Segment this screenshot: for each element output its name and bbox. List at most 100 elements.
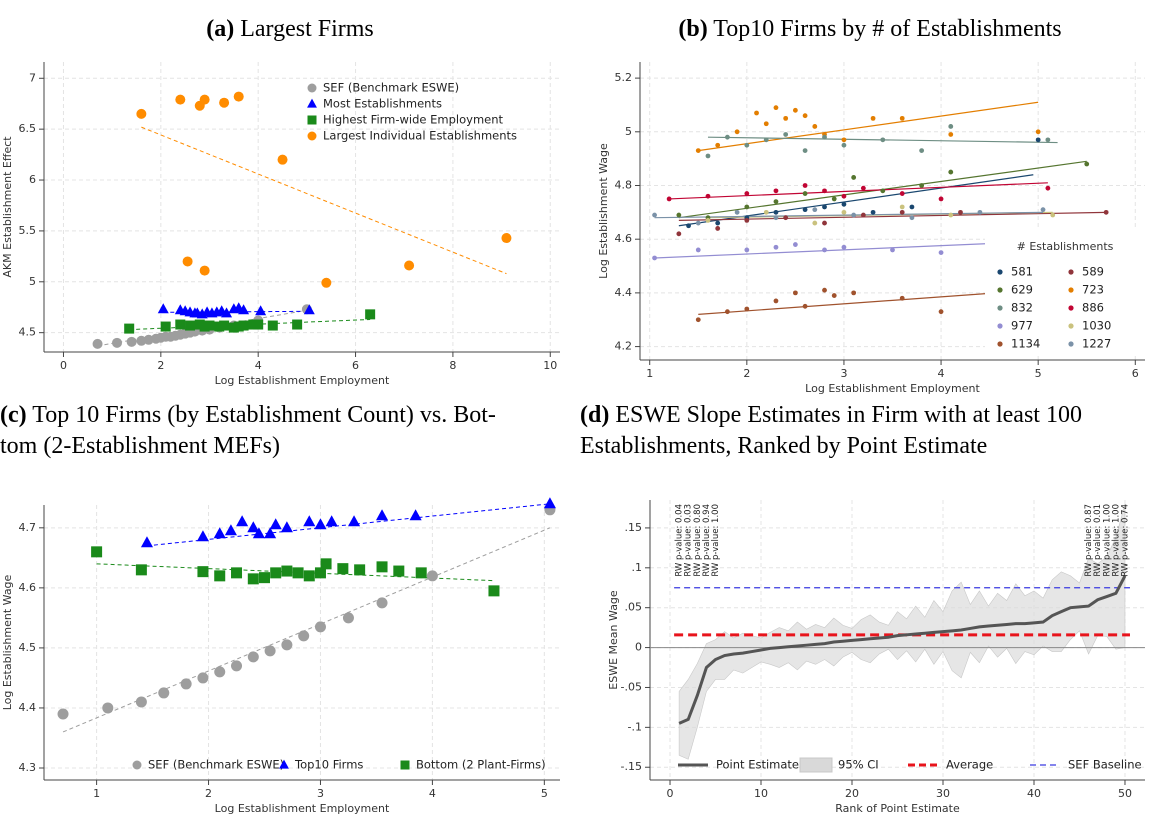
marker (841, 201, 847, 207)
marker (124, 323, 135, 334)
marker (841, 137, 847, 143)
marker (1050, 212, 1056, 218)
panel-label: (c) (0, 402, 27, 428)
marker (899, 191, 905, 196)
marker (180, 678, 192, 690)
marker (938, 309, 944, 315)
panel-label: (a) (206, 16, 234, 42)
marker (890, 247, 895, 253)
marker (948, 124, 954, 129)
marker (488, 585, 500, 597)
marker (802, 191, 808, 196)
y-axis-label: AKM Establishment Effect (1, 136, 14, 278)
marker (802, 113, 808, 119)
marker (841, 142, 847, 148)
legend-marker (1068, 287, 1074, 293)
fit-line (678, 211, 1107, 221)
marker (342, 612, 354, 624)
marker (822, 134, 827, 140)
marker (705, 217, 711, 223)
legend-label: 886 (1082, 301, 1104, 315)
legend-label: Most Establishments (323, 97, 442, 111)
marker (197, 672, 209, 684)
marker (812, 124, 818, 129)
marker (1084, 161, 1090, 167)
marker (298, 630, 310, 642)
x-tick-label: 8 (449, 359, 456, 372)
marker (802, 148, 808, 153)
x-tick-label: 30 (936, 787, 950, 800)
marker (773, 209, 779, 215)
marker (182, 256, 193, 267)
marker (247, 573, 259, 585)
panel-title-text: tom (2-Establishment MEFs) (0, 433, 280, 459)
panel-title: tom (2-Establishment MEFs) (0, 433, 280, 459)
marker (880, 137, 886, 143)
marker (754, 110, 759, 116)
x-tick-label: 6 (352, 359, 359, 372)
y-tick-label: .1 (632, 561, 643, 574)
x-tick-label: 2 (205, 787, 212, 800)
y-axis-label: ESWE Mean Wage (607, 590, 620, 690)
marker (57, 708, 69, 720)
marker (259, 572, 271, 584)
marker (860, 212, 866, 218)
legend-label: Point Estimates (716, 758, 805, 772)
marker (236, 515, 249, 527)
marker (822, 188, 827, 194)
y-tick-label: 4.8 (615, 178, 633, 191)
legend-label: 589 (1082, 265, 1104, 279)
marker (409, 509, 422, 521)
annotation: RW p-value: 0.04 (675, 504, 685, 577)
x-tick-label: 1 (93, 787, 100, 800)
marker (919, 183, 925, 188)
annotation: RW p-value: 1.00 (711, 504, 721, 577)
annotation: RW p-value: 0.87 (1084, 504, 1094, 577)
marker (822, 220, 827, 226)
marker (224, 524, 237, 536)
marker (415, 567, 427, 579)
marker (831, 293, 837, 298)
legend-marker (307, 131, 317, 141)
fit-line (698, 289, 1034, 315)
marker (1045, 137, 1051, 143)
marker (303, 515, 316, 527)
marker (831, 196, 837, 202)
marker (426, 570, 438, 582)
y-tick-label: 4.4 (19, 701, 37, 714)
marker (204, 320, 215, 331)
y-tick-label: 4.3 (19, 761, 37, 774)
marker (135, 564, 147, 576)
marker (277, 154, 288, 165)
x-tick-label: 20 (845, 787, 859, 800)
marker (734, 209, 740, 215)
fit-line (669, 182, 1048, 200)
annotation: RW p-value: 1.00 (1102, 504, 1112, 577)
marker (320, 558, 332, 570)
y-tick-label: 4.5 (19, 326, 37, 339)
marker (321, 277, 332, 288)
marker (695, 317, 701, 323)
marker (938, 250, 944, 256)
marker (773, 244, 779, 250)
annotation: RW p-value: 0.74 (1120, 504, 1130, 577)
marker (792, 242, 798, 247)
marker (264, 645, 276, 657)
legend-label: 1030 (1082, 319, 1111, 333)
marker (238, 304, 250, 315)
y-tick-label: 4.2 (615, 340, 633, 353)
legend-label: 95% CI (838, 758, 879, 772)
marker (744, 204, 750, 210)
x-tick-label: 3 (840, 367, 847, 380)
marker (899, 295, 905, 301)
marker (792, 107, 798, 113)
x-axis-label: Log Establishment Employment (215, 802, 390, 815)
y-tick-label: -.1 (628, 720, 642, 733)
legend-label: SEF (Benchmark ESWE) (148, 758, 284, 772)
marker (269, 518, 282, 530)
marker (695, 220, 701, 226)
annotation: RW p-value: 0.94 (702, 504, 712, 577)
marker (822, 287, 827, 293)
marker (303, 304, 315, 315)
